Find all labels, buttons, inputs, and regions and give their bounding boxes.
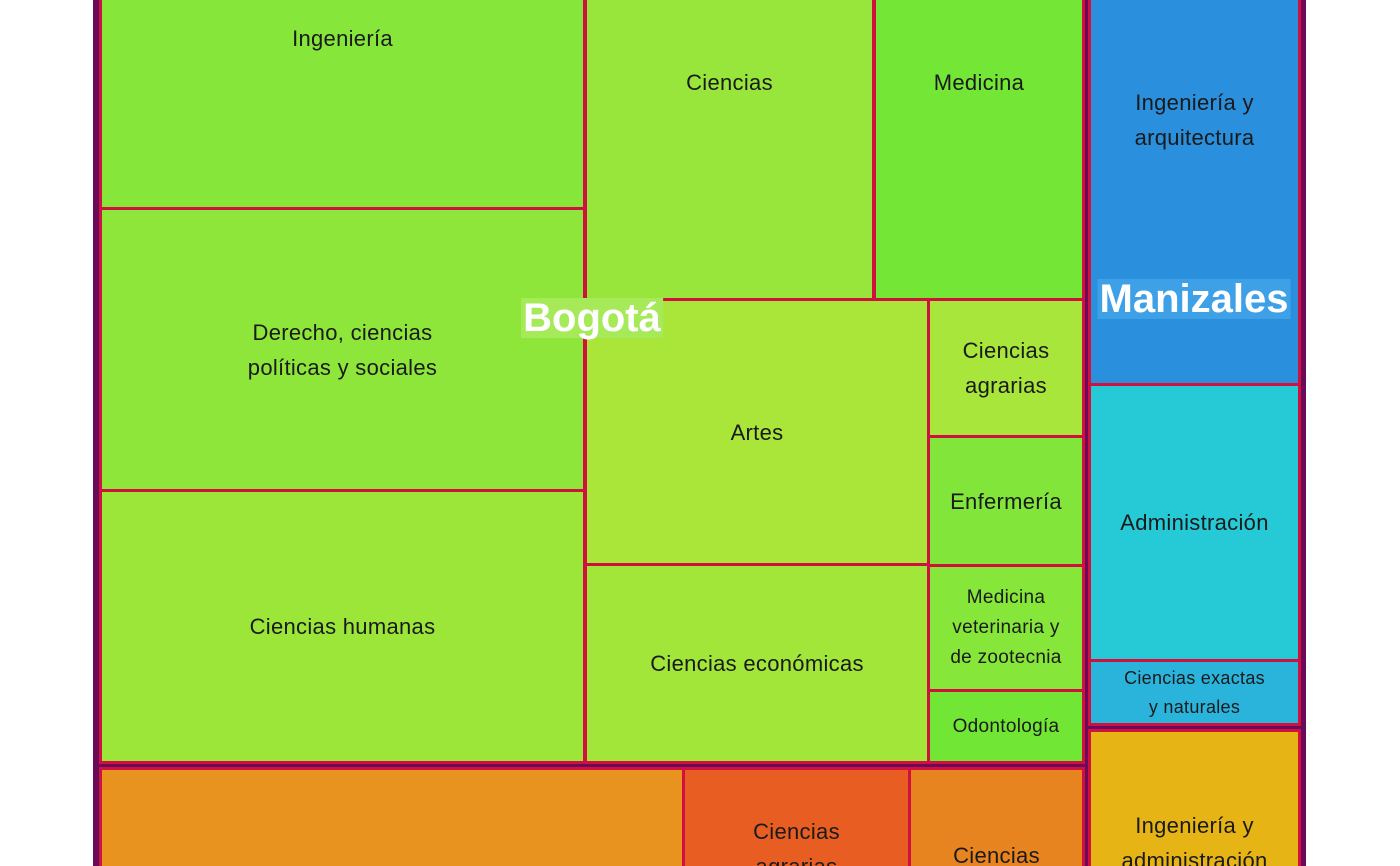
- treemap-cell[interactable]: Odontología: [927, 689, 1085, 764]
- treemap-cell-label: Ingeniería y arquitectura: [1134, 90, 1255, 150]
- treemap-cell[interactable]: Medicina veterinaria y de zootecnia: [927, 564, 1085, 692]
- treemap-cell-label: Ciencias: [953, 843, 1040, 866]
- treemap-cell[interactable]: [99, 767, 685, 866]
- treemap-cell-label: Ciencias exactas y naturales: [1124, 667, 1265, 717]
- treemap-cell[interactable]: Ingeniería y arquitectura: [1088, 0, 1301, 386]
- treemap-group-label: Bogotá: [521, 296, 663, 340]
- treemap-cell-label: Ciencias agrarias: [962, 338, 1050, 398]
- treemap-cell-label: Enfermería: [950, 488, 1062, 514]
- treemap-cell-label: Ciencias: [686, 70, 773, 95]
- treemap-cell-label: Medicina: [933, 70, 1025, 95]
- treemap-cell[interactable]: Ingeniería: [99, 0, 586, 210]
- treemap-cell-label: Medicina veterinaria y de zootecnia: [950, 587, 1062, 668]
- treemap-cell[interactable]: Ciencias: [584, 0, 875, 301]
- treemap-cell-label: Ingeniería: [292, 26, 393, 51]
- treemap-group-label: Manizales: [1097, 277, 1291, 321]
- treemap-cell-label: Derecho, ciencias políticas y sociales: [247, 319, 438, 380]
- treemap-cell[interactable]: Derecho, ciencias políticas y sociales: [99, 207, 586, 492]
- treemap-cell-label: Artes: [730, 419, 784, 445]
- treemap-cell[interactable]: Ciencias agrarias: [682, 767, 911, 866]
- treemap-cell[interactable]: Administración: [1088, 383, 1301, 662]
- treemap-cell-label: Administración: [1120, 510, 1269, 535]
- treemap-cell[interactable]: Ciencias económicas: [584, 563, 930, 764]
- treemap-cell[interactable]: Medicina: [873, 0, 1085, 301]
- treemap-cell-label: Ciencias humanas: [249, 614, 436, 639]
- treemap-cell-label: Ingeniería y administración: [1121, 813, 1268, 866]
- treemap-cell-label: Ciencias económicas: [650, 651, 864, 676]
- treemap-cell[interactable]: Ingeniería y administración: [1088, 729, 1301, 866]
- treemap-cell[interactable]: Ciencias agrarias: [927, 298, 1085, 438]
- treemap-cell[interactable]: Artes: [584, 298, 930, 566]
- treemap-cell-label: Odontología: [952, 715, 1060, 737]
- treemap-cell[interactable]: Ciencias exactas y naturales: [1088, 659, 1301, 726]
- treemap-cell[interactable]: Ciencias: [908, 767, 1085, 866]
- treemap-cell[interactable]: Ciencias humanas: [99, 489, 586, 764]
- treemap-cell[interactable]: Enfermería: [927, 435, 1085, 567]
- treemap-cell-label: Ciencias agrarias: [753, 819, 840, 866]
